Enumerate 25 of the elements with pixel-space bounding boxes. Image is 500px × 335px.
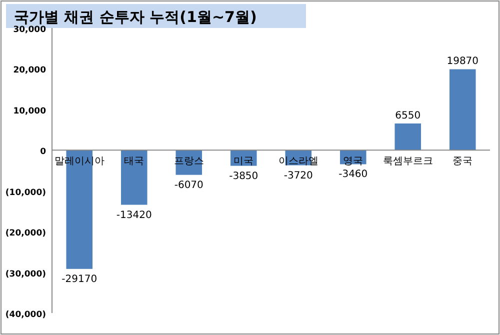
data-label: 19870 [446,56,479,68]
y-tick-label: 0 [40,147,46,158]
x-tick-label: 룩셈부르크 [382,156,433,168]
y-tick-label: (40,000) [5,310,46,320]
bar [394,123,422,150]
chart-title: 국가별 채권 순투자 누적(1월~7월) [14,8,257,26]
y-tick-label: (20,000) [5,228,46,239]
x-tick-label: 미국 [234,156,254,168]
data-label: -3850 [229,170,258,182]
data-label: -3720 [284,170,313,182]
y-tick-label: (30,000) [5,269,46,280]
data-label: 6550 [395,110,421,122]
x-tick-label: 태국 [124,156,144,168]
x-tick-label: 영국 [343,156,364,168]
data-label: -13420 [116,210,152,221]
y-tick-label: 30,000 [13,25,46,35]
data-label: -6070 [174,180,204,191]
bar [449,69,476,150]
data-label: -3460 [338,169,368,180]
y-tick-label: 20,000 [13,66,46,76]
x-tick-label: 중국 [452,156,473,168]
y-tick-label: (10,000) [5,188,46,198]
bar [120,150,148,205]
data-label: -29170 [62,274,98,285]
y-tick-label: 10,000 [13,106,46,116]
